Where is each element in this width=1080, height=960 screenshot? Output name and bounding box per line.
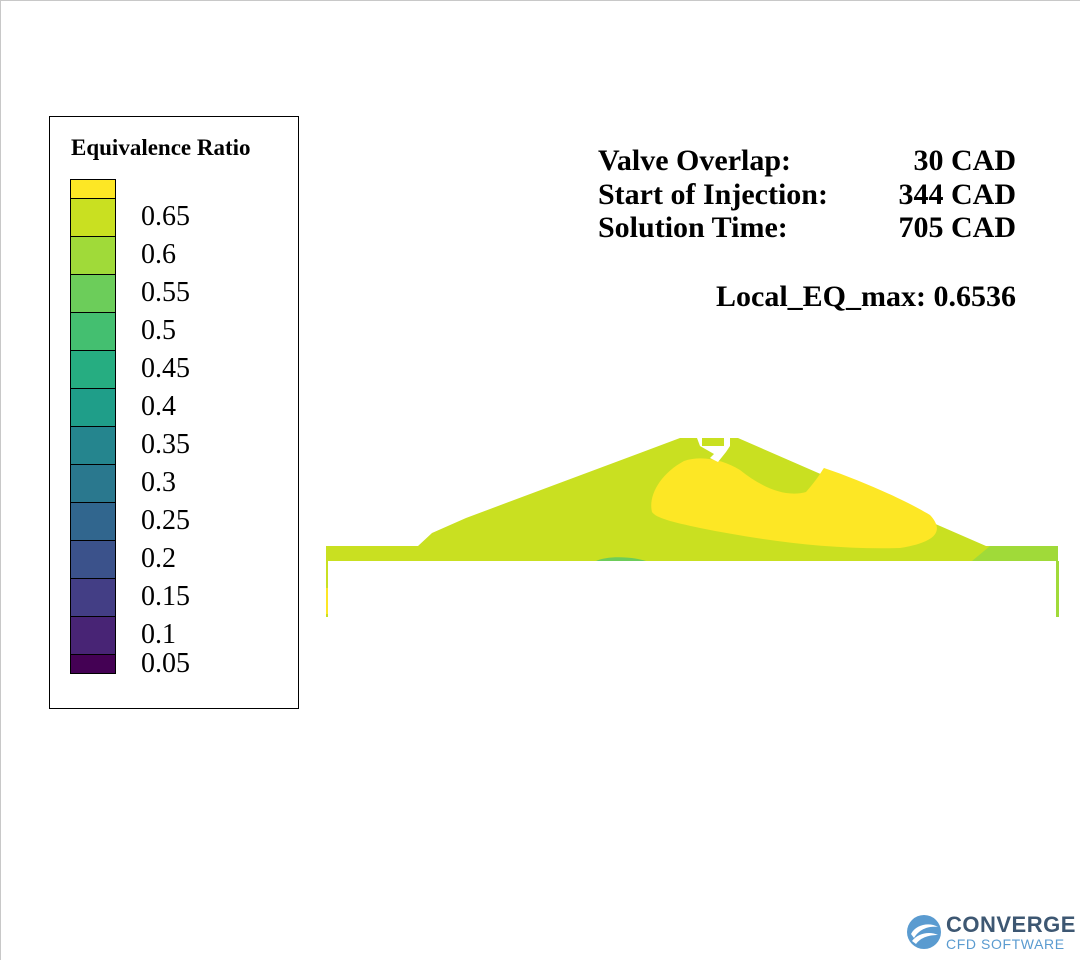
legend-label: 0.6 [141, 239, 176, 270]
leaner-bump [596, 557, 646, 561]
solution-time-label: Solution Time: [598, 211, 788, 244]
legend-label: 0.25 [141, 505, 190, 536]
legend-label: 0.35 [141, 429, 190, 460]
legend-swatch [70, 312, 116, 351]
legend-label: 0.55 [141, 277, 190, 308]
legend-label: 0.65 [141, 201, 190, 232]
start-of-injection-label: Start of Injection: [598, 178, 828, 211]
rich-region [651, 458, 937, 549]
logo-subtitle: CFD SOFTWARE [946, 936, 1065, 952]
solution-time-value: 705 CAD [898, 211, 1017, 244]
cylinder-interior [328, 561, 1056, 621]
frame-top-border [0, 0, 1080, 1]
legend-swatch [70, 540, 116, 579]
legend-label: 0.5 [141, 315, 176, 346]
legend-swatch [70, 388, 116, 427]
legend-label: 0.3 [141, 467, 176, 498]
valve-overlap-label: Valve Overlap: [598, 144, 792, 177]
right-cylinder-wall [1056, 561, 1059, 617]
converge-logo-icon [907, 915, 941, 949]
legend-title: Equivalence Ratio [71, 135, 251, 160]
valve-overlap-value: 30 CAD [913, 144, 1017, 177]
start-of-injection-value: 344 CAD [898, 178, 1017, 211]
legend-swatch [70, 464, 116, 503]
legend-swatch [70, 198, 116, 237]
spark-plug-notch [697, 438, 730, 462]
legend-label: 0.15 [141, 581, 190, 612]
logo-wordmark: CONVERGE [946, 912, 1076, 937]
legend-label: 0.2 [141, 543, 176, 574]
legend-label: 0.45 [141, 353, 190, 384]
left-wall-rich [326, 588, 328, 614]
lean-region-right [972, 546, 1058, 561]
legend-swatch [70, 654, 116, 674]
legend-swatch [70, 426, 116, 465]
legend-swatch [70, 350, 116, 389]
legend-swatch [70, 502, 116, 541]
converge-logo: CONVERGE CFD SOFTWARE [906, 914, 1075, 952]
local-eq-max: Local_EQ_max: 0.6536 [716, 280, 1016, 313]
legend-label: 0.4 [141, 391, 176, 422]
legend-swatch [70, 236, 116, 275]
legend-label: 0.1 [141, 619, 176, 650]
legend-label: 0.05 [141, 647, 190, 679]
frame-left-border [0, 0, 1, 960]
color-legend: Equivalence Ratio 0.65 0.6 0.55 0.5 0.45 0.4 0… [49, 116, 299, 709]
